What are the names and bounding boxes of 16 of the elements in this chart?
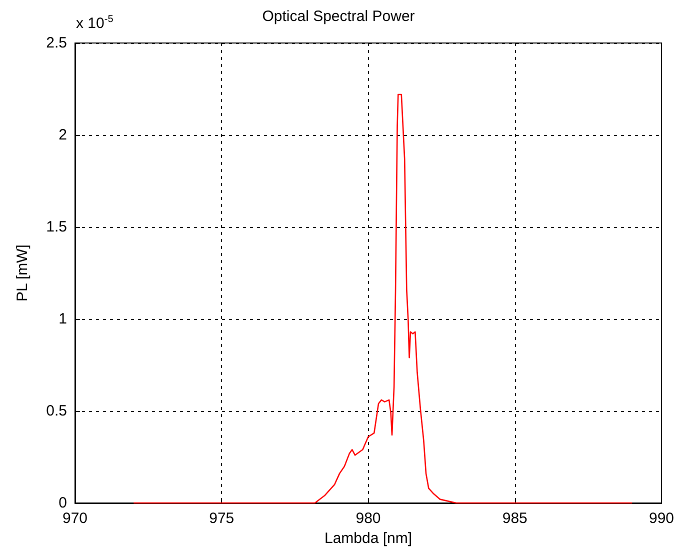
y-tick-label: 2: [58, 126, 67, 144]
y-tick-label: 0: [58, 494, 67, 512]
y-tick-label: 1: [58, 310, 67, 328]
y-tick-label: 0.5: [46, 402, 67, 420]
x-tick-label: 970: [62, 510, 88, 527]
x-tick-label: 980: [356, 510, 381, 527]
x-tick-label: 990: [648, 510, 674, 527]
x-tick-label: 985: [502, 510, 528, 527]
y-tick-label: 1.5: [46, 218, 67, 236]
y-tick-label: 2.5: [46, 34, 67, 52]
x-tick-label: 975: [209, 510, 234, 527]
exponent-note: x 10$^{-5}$: [76, 14, 114, 32]
line-series: [133, 94, 633, 504]
y-axis-title: PL [mW]: [14, 244, 31, 302]
chart-title: Optical Spectral Power: [262, 8, 415, 25]
x-axis-title: Lambda [nm]: [324, 530, 412, 547]
